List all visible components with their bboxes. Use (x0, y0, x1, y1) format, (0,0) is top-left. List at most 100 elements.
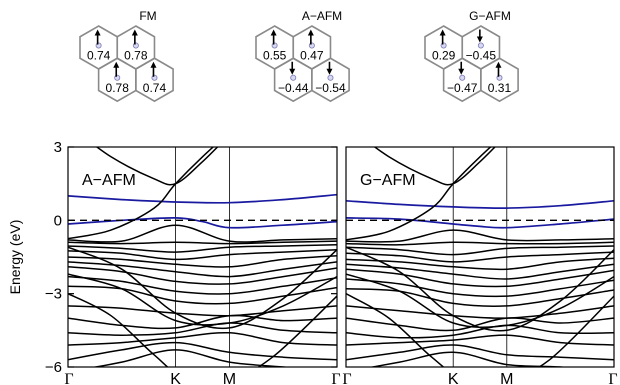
band-line (346, 305, 614, 319)
atom-site (327, 74, 334, 81)
spin-up-arrow-icon (439, 29, 446, 36)
spin-up-arrow-icon (270, 29, 277, 36)
highlighted-band-line (68, 193, 337, 204)
magnetic-moment-label: 0.78 (106, 81, 130, 95)
highlighted-band-line (346, 199, 614, 209)
atom-site (114, 74, 121, 81)
band-line (68, 273, 337, 326)
band-line (346, 147, 492, 241)
atom-site (290, 74, 297, 81)
spin-up-arrow-icon (150, 61, 157, 68)
magnetic-moment-label: 0.74 (87, 49, 111, 63)
spin-up-arrow-icon (94, 29, 101, 36)
magnetic-moment-label: 0.47 (300, 49, 324, 63)
band-line (68, 147, 215, 240)
band-line (68, 224, 337, 243)
magnetic-moment-label: −0.45 (466, 49, 497, 63)
band-line (346, 263, 614, 280)
atom-site (151, 74, 158, 81)
band-line (373, 147, 496, 186)
magnetic-moment-label: −0.54 (315, 81, 346, 95)
k-point-label: Γ (64, 371, 73, 385)
band-line (346, 257, 614, 271)
y-tick-label: 0 (54, 212, 62, 229)
band-structure-plots: A−AFM 3 0 −3 −6 Energy (eV) Γ K M Γ G−AFM Γ K M Γ (7, 139, 618, 385)
spin-up-arrow-icon (113, 61, 120, 68)
atom-site (308, 42, 315, 49)
hexagon-cell (480, 57, 519, 103)
magnetic-configurations: FM 0.74 0.78 0.78 0.74 A−AFM 0.55 0.47 −0.44 −0.5… (79, 9, 519, 103)
band-line (346, 288, 614, 307)
spin-up-arrow-icon (307, 29, 314, 36)
hexagon-cell (311, 57, 350, 103)
k-point-label: K (170, 371, 181, 385)
band-line (346, 278, 614, 298)
spin-down-arrow-icon (289, 68, 296, 75)
band-line (68, 261, 337, 278)
atom-site (477, 42, 484, 49)
k-point-label: K (448, 371, 459, 385)
spin-up-arrow-icon (495, 61, 502, 68)
atom-site (496, 74, 503, 81)
band-panel: G−AFM Γ K M Γ (342, 146, 618, 385)
band-line (68, 240, 337, 245)
y-tick-label: 3 (54, 139, 62, 156)
magnetic-moment-label: −0.44 (278, 81, 309, 95)
atom-site (95, 42, 102, 49)
band-line (68, 244, 337, 253)
band-line (346, 317, 614, 332)
magnetic-moment-label: 0.55 (263, 49, 287, 63)
magnetic-moment-label: 0.74 (143, 81, 167, 95)
magnetic-moment-label: 0.31 (488, 81, 512, 95)
band-line (68, 246, 337, 330)
panel-title: A−AFM (82, 172, 136, 189)
band-line (346, 293, 614, 367)
spin-up-arrow-icon (131, 29, 138, 36)
band-line (68, 248, 337, 261)
config-label: FM (139, 9, 156, 23)
band-line (68, 314, 337, 330)
config-label: A−AFM (302, 9, 342, 23)
spin-down-arrow-icon (458, 68, 465, 75)
magnetic-moment-label: 0.29 (432, 49, 456, 63)
hexagon-cell (135, 57, 174, 103)
highlighted-band-line (346, 217, 614, 229)
config-label: G−AFM (469, 9, 511, 23)
band-line (68, 266, 337, 285)
band-line (68, 305, 337, 317)
band-line (346, 344, 614, 361)
panel-title: G−AFM (360, 172, 416, 189)
magnetic-config: FM 0.74 0.78 0.78 0.74 (79, 9, 174, 103)
band-line (68, 275, 337, 295)
band-line (346, 229, 614, 243)
band-line (91, 349, 292, 367)
magnetic-config: A−AFM 0.55 0.47 −0.44 −0.54 (255, 9, 350, 103)
band-line (346, 246, 614, 332)
k-point-label: Γ (331, 371, 340, 385)
band-line (68, 322, 337, 336)
band-line (346, 268, 614, 288)
k-point-label: M (500, 371, 513, 385)
magnetic-moment-label: 0.78 (124, 49, 148, 63)
y-axis-label: Energy (eV) (7, 220, 23, 295)
highlighted-band-line (68, 217, 337, 229)
spin-down-arrow-icon (326, 68, 333, 75)
y-tick-label: −6 (45, 359, 62, 376)
atom-site (440, 42, 447, 49)
plot-frame (345, 146, 615, 368)
atom-site (459, 74, 466, 81)
band-line (368, 351, 571, 367)
magnetic-moment-label: −0.47 (447, 81, 478, 95)
k-point-label: Γ (342, 371, 351, 385)
plot-frame (67, 146, 338, 368)
magnetic-config: G−AFM 0.29 −0.45 −0.47 0.31 (424, 9, 519, 103)
band-panel: A−AFM 3 0 −3 −6 Energy (eV) Γ K M Γ (7, 139, 341, 385)
band-line (346, 241, 614, 246)
band-line (346, 334, 614, 346)
band-line (346, 245, 614, 256)
band-line (68, 285, 337, 305)
y-tick-label: −3 (45, 286, 62, 303)
spin-down-arrow-icon (476, 36, 483, 43)
band-line (68, 293, 337, 367)
